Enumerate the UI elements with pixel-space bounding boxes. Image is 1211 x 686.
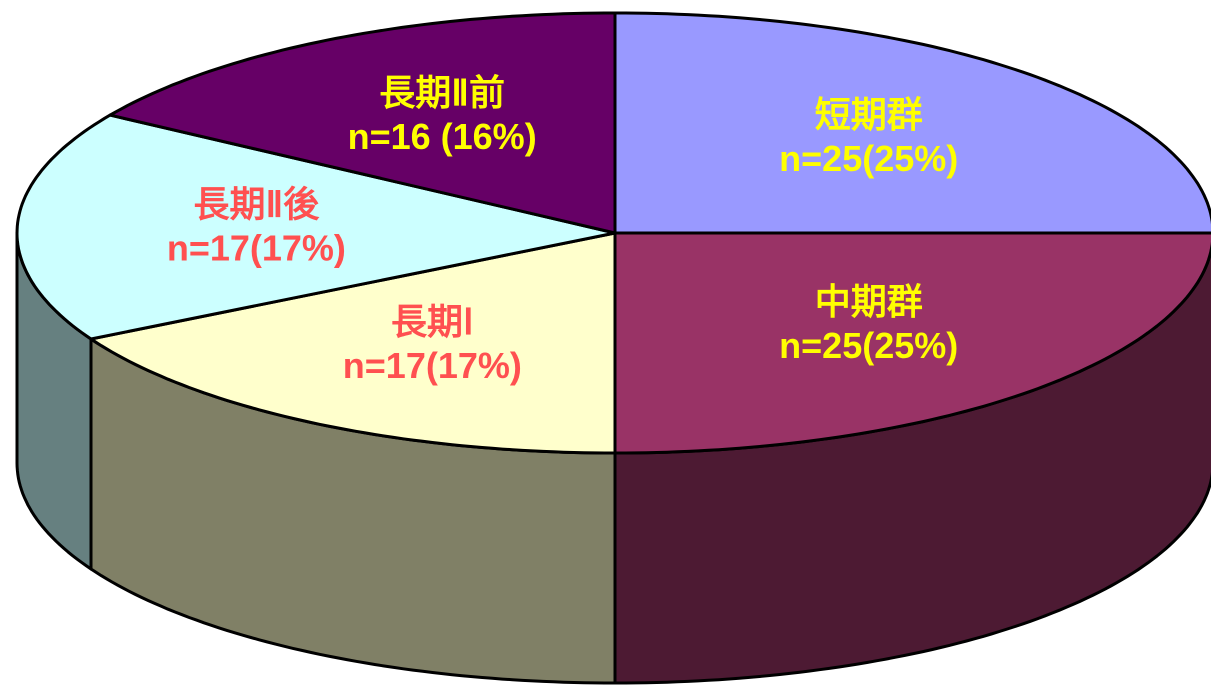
slice-category: 中期群 [815,281,923,322]
slice-category: 長期Ⅱ前 [379,72,505,113]
slice-category: 短期群 [815,94,923,135]
slice-category: 長期Ⅱ後 [194,183,321,224]
pie-slice [613,11,1211,235]
pie-slice [89,231,617,455]
slice-category: 長期Ⅰ [391,301,474,342]
slice-value-label: n=16 (16%) [348,116,537,157]
slice-value-label: n=17(17%) [343,345,522,386]
slice-value-label: n=25(25%) [779,325,958,366]
pie-slice [613,231,1211,455]
pie-slice [15,113,617,341]
pie-slice [108,11,617,235]
slice-value-label: n=25(25%) [779,138,958,179]
slice-value-label: n=17(17%) [167,227,346,268]
